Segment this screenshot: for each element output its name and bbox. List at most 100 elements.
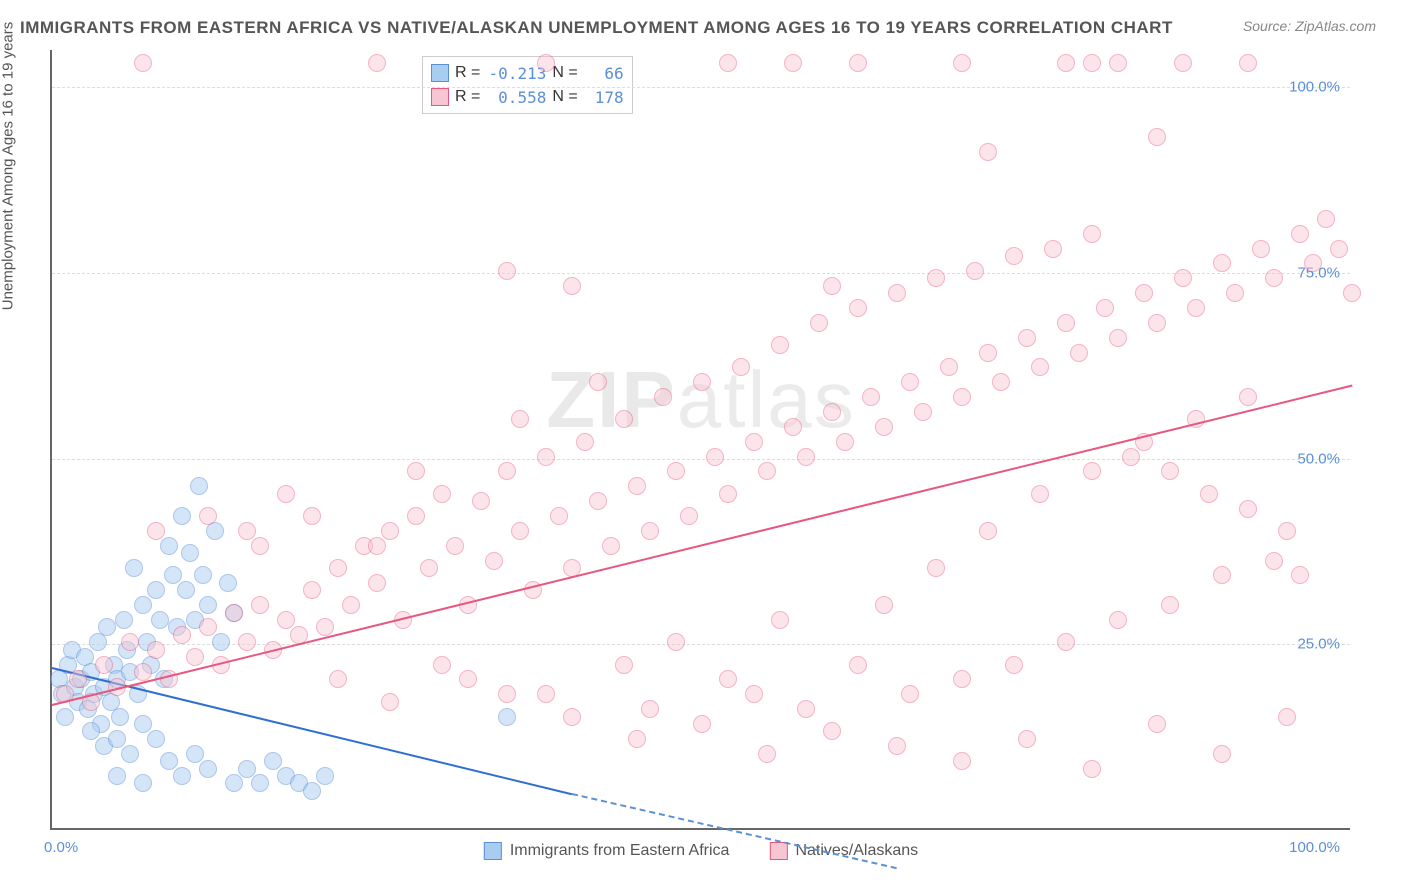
data-point [1057,54,1075,72]
data-point [125,559,143,577]
data-point [485,552,503,570]
data-point [706,448,724,466]
data-point [758,745,776,763]
data-point [303,507,321,525]
y-tick-label: 100.0% [1289,79,1340,96]
source-value: ZipAtlas.com [1295,18,1376,34]
trend-line [52,384,1352,705]
data-point [225,774,243,792]
data-point [719,485,737,503]
data-point [849,299,867,317]
data-point [953,670,971,688]
data-point [1252,240,1270,258]
data-point [797,700,815,718]
data-point [303,581,321,599]
gridline [52,459,1350,460]
n-label: N = [552,88,577,106]
data-point [862,388,880,406]
data-point [784,54,802,72]
data-point [1005,656,1023,674]
data-point [537,54,555,72]
corr-legend-row: R = 0.558 N = 178 [431,85,624,109]
data-point [111,708,129,726]
data-point [147,641,165,659]
data-point [121,633,139,651]
data-point [1148,314,1166,332]
data-point [472,492,490,510]
data-point [433,485,451,503]
data-point [151,611,169,629]
data-point [115,611,133,629]
data-point [1174,54,1192,72]
data-point [602,537,620,555]
n-value: 66 [584,64,624,83]
chart-title: IMMIGRANTS FROM EASTERN AFRICA VS NATIVE… [20,18,1173,38]
data-point [1031,485,1049,503]
data-point [823,403,841,421]
data-point [303,782,321,800]
data-point [537,448,555,466]
data-point [368,54,386,72]
data-point [134,54,152,72]
gridline [52,273,1350,274]
data-point [550,507,568,525]
y-tick-label: 25.0% [1297,636,1340,653]
data-point [173,626,191,644]
x-tick-label: 100.0% [1289,839,1340,856]
data-point [888,284,906,302]
data-point [181,544,199,562]
data-point [953,752,971,770]
corr-legend-row: R =-0.213N =66 [431,61,624,85]
data-point [1044,240,1062,258]
data-point [1083,760,1101,778]
data-point [979,522,997,540]
watermark-b: atlas [677,355,856,444]
data-point [433,656,451,674]
data-point [628,477,646,495]
data-point [823,277,841,295]
gridline [52,87,1350,88]
data-point [420,559,438,577]
data-point [1083,462,1101,480]
data-point [979,143,997,161]
data-point [1330,240,1348,258]
data-point [1317,210,1335,228]
legend-swatch [431,64,449,82]
data-point [160,752,178,770]
data-point [537,685,555,703]
legend-label: Immigrants from Eastern Africa [510,842,730,860]
legend-swatch [431,88,449,106]
data-point [121,745,139,763]
legend-swatch [484,842,502,860]
data-point [1057,314,1075,332]
r-label: R = [455,88,480,106]
data-point [251,537,269,555]
r-value: 0.558 [486,88,546,107]
data-point [329,670,347,688]
correlation-legend: R =-0.213N =66 R = 0.558 N = 178 [422,56,633,114]
n-value: 178 [584,88,624,107]
data-point [1187,299,1205,317]
legend-swatch [769,842,787,860]
data-point [1109,54,1127,72]
data-point [771,336,789,354]
data-point [680,507,698,525]
data-point [498,262,516,280]
data-point [134,715,152,733]
y-axis-label: Unemployment Among Ages 16 to 19 years [0,22,17,311]
data-point [1148,715,1166,733]
data-point [901,373,919,391]
data-point [329,559,347,577]
data-point [1304,254,1322,272]
data-point [1135,284,1153,302]
data-point [251,774,269,792]
data-point [1343,284,1361,302]
data-point [69,670,87,688]
data-point [190,477,208,495]
data-point [134,596,152,614]
data-point [875,418,893,436]
data-point [108,767,126,785]
data-point [238,760,256,778]
data-point [615,656,633,674]
data-point [1265,269,1283,287]
